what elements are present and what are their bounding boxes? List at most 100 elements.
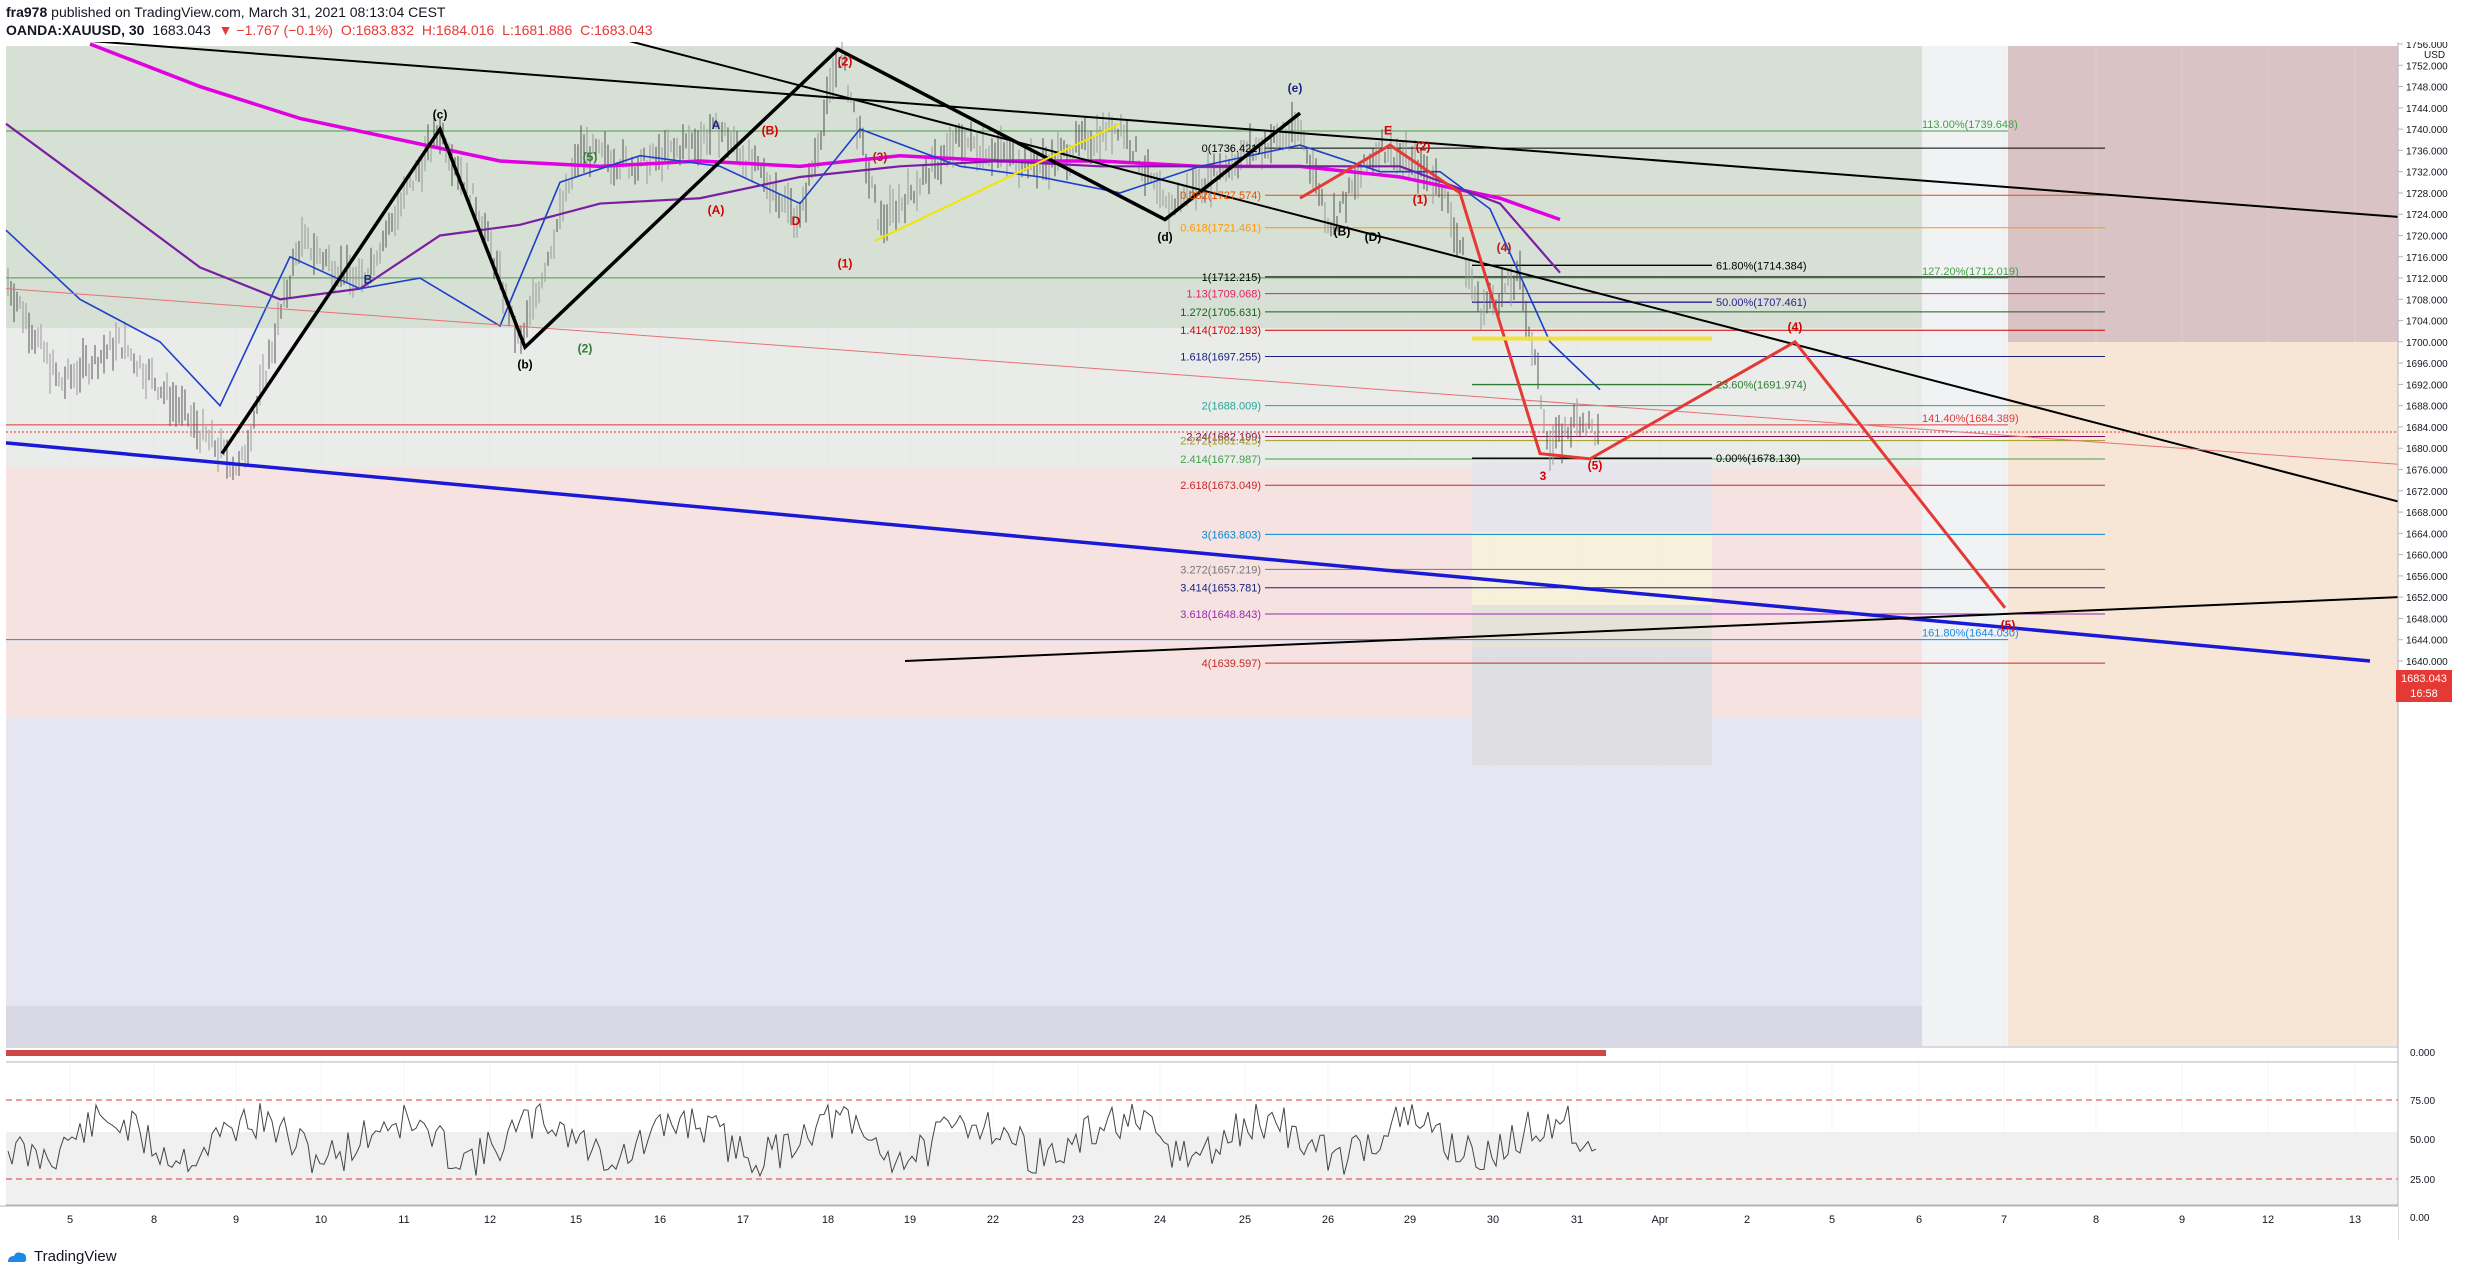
osc-zero: 0.000 <box>2410 1048 2435 1059</box>
fib-level-label: 2(1688.009) <box>1202 401 1261 413</box>
trendline-channel[interactable] <box>620 42 2399 503</box>
price-axis[interactable]: USD 1756.000 1752.000 1748.000 1744.000 1740… <box>2397 42 2468 1240</box>
wave-label: (1) <box>838 256 853 270</box>
trendline-lower[interactable] <box>904 596 2399 662</box>
time-axis[interactable]: 5 8 9 10 11 12 15 16 17 18 19 22 23 24 25 26 29 30 31 Apr 2 5… <box>0 1205 2398 1240</box>
price-tick: 1732.000 <box>2406 168 2448 179</box>
wave-label: (5) <box>2001 618 2016 632</box>
grid <box>69 46 2356 1206</box>
wave-label: (2) <box>838 54 853 68</box>
price-tick: 1680.000 <box>2406 444 2448 455</box>
time-tick: 12 <box>2262 1214 2274 1226</box>
time-tick: 5 <box>1829 1214 1835 1226</box>
wave-label: (2) <box>1416 139 1431 153</box>
time-tick: 31 <box>1571 1214 1583 1226</box>
retracement-label: 23.60%(1691.974) <box>1716 380 1807 392</box>
rsi-tick: 75.00 <box>2410 1096 2435 1107</box>
ma-slow-line <box>89 42 1561 222</box>
time-tick: Apr <box>1651 1214 1668 1226</box>
time-tick: 25 <box>1239 1214 1251 1226</box>
price-tick: 1740.000 <box>2406 125 2448 136</box>
price-tick: 1712.000 <box>2406 274 2448 285</box>
fib-level-label: 3.618(1648.843) <box>1180 609 1261 621</box>
time-tick: 17 <box>737 1214 749 1226</box>
price-tick: 1684.000 <box>2406 423 2448 434</box>
wave-label: (5) <box>583 150 598 164</box>
yellow-connector[interactable] <box>874 122 1121 242</box>
time-tick: 23 <box>1072 1214 1084 1226</box>
price-tick: 1656.000 <box>2406 572 2448 583</box>
extension-label: 161.80%(1644.030) <box>1922 628 2019 640</box>
time-tick: 24 <box>1154 1214 1166 1226</box>
publish-text: published on TradingView.com, March 31, … <box>51 4 446 20</box>
price-tick: 1720.000 <box>2406 231 2448 242</box>
time-tick: 11 <box>398 1214 409 1226</box>
rsi-tick: 50.00 <box>2410 1135 2435 1146</box>
price-tick: 1688.000 <box>2406 402 2448 413</box>
price-tick: 1748.000 <box>2406 83 2448 94</box>
trendline-red-thin[interactable] <box>5 288 2399 465</box>
trendline-upper[interactable] <box>60 42 2399 218</box>
wave-label: (e) <box>1288 81 1303 95</box>
fib-level-label: 2.414(1677.987) <box>1180 454 1261 466</box>
time-tick: 15 <box>570 1214 582 1226</box>
price-tick: 1664.000 <box>2406 529 2448 540</box>
wave-label: (b) <box>517 357 532 371</box>
price-tick: 1672.000 <box>2406 487 2448 498</box>
wave-projection-red[interactable] <box>1299 143 2007 609</box>
time-tick: 22 <box>987 1214 999 1226</box>
time-tick: 6 <box>1916 1214 1922 1226</box>
price-tick: 1728.000 <box>2406 189 2448 200</box>
time-tick: 30 <box>1487 1214 1499 1226</box>
time-tick: 10 <box>315 1214 327 1226</box>
last-price-tag: 1683.043 16:58 <box>2396 670 2452 702</box>
ohlc-high: H:1684.016 <box>421 22 495 38</box>
price-chart[interactable]: (C)(e)(c)(b)(d)E(4)(5)(2)(1)(3)(4)3(5)(2… <box>0 42 2468 1240</box>
extension-label: 127.20%(1712.019) <box>1922 266 2019 278</box>
axis-currency: USD <box>2424 50 2445 61</box>
price-tick: 1652.000 <box>2406 593 2448 604</box>
publisher-name[interactable]: fra978 <box>6 4 48 20</box>
tradingview-logo[interactable]: TradingView <box>6 1248 117 1265</box>
fib-level-label: 2.24(1682.199) <box>1186 432 1261 444</box>
price-tick: 1676.000 <box>2406 466 2448 477</box>
time-tick: 5 <box>67 1214 73 1226</box>
wave-zigzag-black[interactable] <box>220 47 1302 455</box>
fib-level-label: 1.272(1705.631) <box>1180 307 1261 319</box>
time-tick: 8 <box>151 1214 157 1226</box>
footer: TradingView <box>0 1240 2468 1274</box>
price-tick: 1744.000 <box>2406 104 2448 115</box>
trend-drawings[interactable] <box>5 42 2399 663</box>
tradingview-cloud-icon <box>6 1250 28 1264</box>
price-tick: 1668.000 <box>2406 508 2448 519</box>
price-tick: 1708.000 <box>2406 295 2448 306</box>
ma-mid-line <box>5 122 1561 301</box>
price-tick: 1736.000 <box>2406 146 2448 157</box>
yellow-zone <box>1472 336 1712 341</box>
wave-label: (5) <box>1588 459 1603 473</box>
time-tick: 13 <box>2349 1214 2361 1226</box>
time-tick: 2 <box>1744 1214 1750 1226</box>
ohlc-open: O:1683.832 <box>340 22 414 38</box>
fib-level-label: 3(1663.803) <box>1202 529 1261 541</box>
fib-level-label: 2.272(1681.425) <box>1180 436 1261 448</box>
wave-label: (B) <box>1334 224 1351 238</box>
oscillator-pane <box>6 1046 2398 1222</box>
wave-label: (A) <box>708 203 725 217</box>
fib-level-label: 0.618(1721.461) <box>1180 223 1261 235</box>
fib-level-label: 3.414(1653.781) <box>1180 583 1261 595</box>
symbol-name[interactable]: OANDA:XAUUSD, 30 <box>6 22 145 38</box>
price-tick: 1752.000 <box>2406 61 2448 72</box>
wave-label: B <box>364 272 373 286</box>
rsi-tick: 25.00 <box>2410 1175 2435 1186</box>
trendline-support[interactable] <box>5 441 2371 663</box>
fib-level-label: 2.618(1673.049) <box>1180 480 1261 492</box>
retracement-label: 0.00%(1678.130) <box>1716 453 1800 465</box>
price-tick: 1692.000 <box>2406 380 2448 391</box>
time-tick: 8 <box>2093 1214 2099 1226</box>
bar-countdown: 16:58 <box>2410 688 2438 700</box>
fib-level-label: 1.13(1709.068) <box>1186 289 1261 301</box>
fib-level-label: 4(1639.597) <box>1202 658 1261 670</box>
time-tick: 26 <box>1322 1214 1334 1226</box>
time-tick: 29 <box>1404 1214 1416 1226</box>
